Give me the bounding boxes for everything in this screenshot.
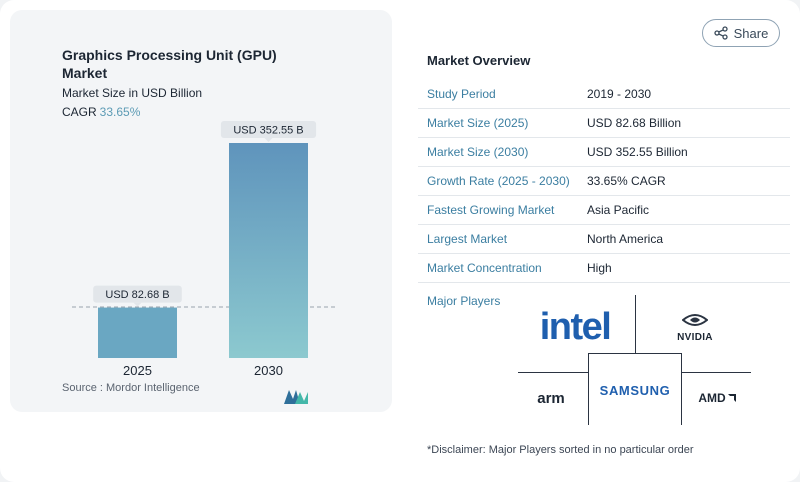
row-label: Largest Market <box>427 232 508 246</box>
share-button[interactable]: Share <box>702 19 780 47</box>
overview-title: Market Overview <box>427 53 531 68</box>
overview-row: Market Size (2030) USD 352.55 Billion <box>418 138 790 167</box>
divider <box>681 353 682 425</box>
chart-cagr: CAGR 33.65% <box>62 105 140 119</box>
row-value: High <box>587 261 612 275</box>
overview-row: Largest Market North America <box>418 225 790 254</box>
share-label: Share <box>733 25 769 41</box>
amd-arrow-icon <box>727 389 736 407</box>
intel-wordmark: intel <box>539 305 612 348</box>
row-label: Market Size (2030) <box>427 145 529 159</box>
bar-2025 <box>98 307 177 358</box>
value-label-text: USD 352.55 B <box>233 125 303 137</box>
samsung-logo: SAMSUNG <box>591 375 679 405</box>
row-value: Asia Pacific <box>587 203 650 217</box>
overview-row: Fastest Growing Market Asia Pacific <box>418 196 790 225</box>
row-value: USD 82.68 Billion <box>587 116 682 130</box>
overview-row: Market Size (2025) USD 82.68 Billion <box>418 109 790 138</box>
row-value: 33.65% CAGR <box>587 174 666 188</box>
amd-logo: AMD <box>687 383 747 413</box>
category-label-2030: 2030 <box>254 363 283 378</box>
major-players-label: Major Players <box>427 294 501 308</box>
divider <box>518 372 588 373</box>
divider <box>588 353 589 425</box>
divider <box>635 295 636 353</box>
row-label: Market Size (2025) <box>427 116 529 130</box>
overview-row: Study Period 2019 - 2030 <box>418 80 790 109</box>
row-value: 2019 - 2030 <box>587 87 652 101</box>
cagr-value: 33.65% <box>99 105 141 119</box>
share-icon <box>713 26 728 40</box>
major-players-grid: intel NVIDIA arm SAMSUNG AMD <box>515 295 765 425</box>
disclaimer: *Disclaimer: Major Players sorted in no … <box>427 444 694 456</box>
arm-wordmark: arm <box>537 389 565 407</box>
row-value: North America <box>587 232 664 246</box>
samsung-wordmark: SAMSUNG <box>599 382 671 398</box>
arm-logo: arm <box>521 383 581 413</box>
divider <box>588 353 681 354</box>
overview-row: Growth Rate (2025 - 2030) 33.65% CAGR <box>418 167 790 196</box>
chart-subtitle: Market Size in USD Billion <box>62 86 203 100</box>
nvidia-wordmark: NVIDIA <box>677 332 713 343</box>
mordor-logo-icon <box>284 390 308 409</box>
chart-title: Graphics Processing Unit (GPU) Market <box>62 47 277 81</box>
row-label: Growth Rate (2025 - 2030) <box>427 174 570 188</box>
amd-wordmark: AMD <box>698 391 726 405</box>
value-label-2030: USD 352.55 B <box>220 121 317 142</box>
divider <box>681 372 751 373</box>
chart-card <box>10 10 392 412</box>
bar-2030 <box>229 143 308 358</box>
source-note: Source : Mordor Intelligence <box>62 382 200 394</box>
overview-row: Market Concentration High <box>418 254 790 283</box>
category-label-2025: 2025 <box>123 363 152 378</box>
row-label: Market Concentration <box>427 261 542 275</box>
intel-logo: intel <box>525 305 625 349</box>
value-label-2025: USD 82.68 B <box>93 285 182 307</box>
cagr-label: CAGR <box>62 105 97 119</box>
nvidia-logo: NVIDIA <box>655 309 735 347</box>
row-label: Fastest Growing Market <box>427 203 555 217</box>
value-label-text: USD 82.68 B <box>105 289 169 301</box>
row-value: USD 352.55 Billion <box>587 145 688 159</box>
overview-table: Study Period 2019 - 2030 Market Size (20… <box>418 80 790 283</box>
row-label: Study Period <box>427 87 496 101</box>
nvidia-eye-icon <box>681 313 709 332</box>
